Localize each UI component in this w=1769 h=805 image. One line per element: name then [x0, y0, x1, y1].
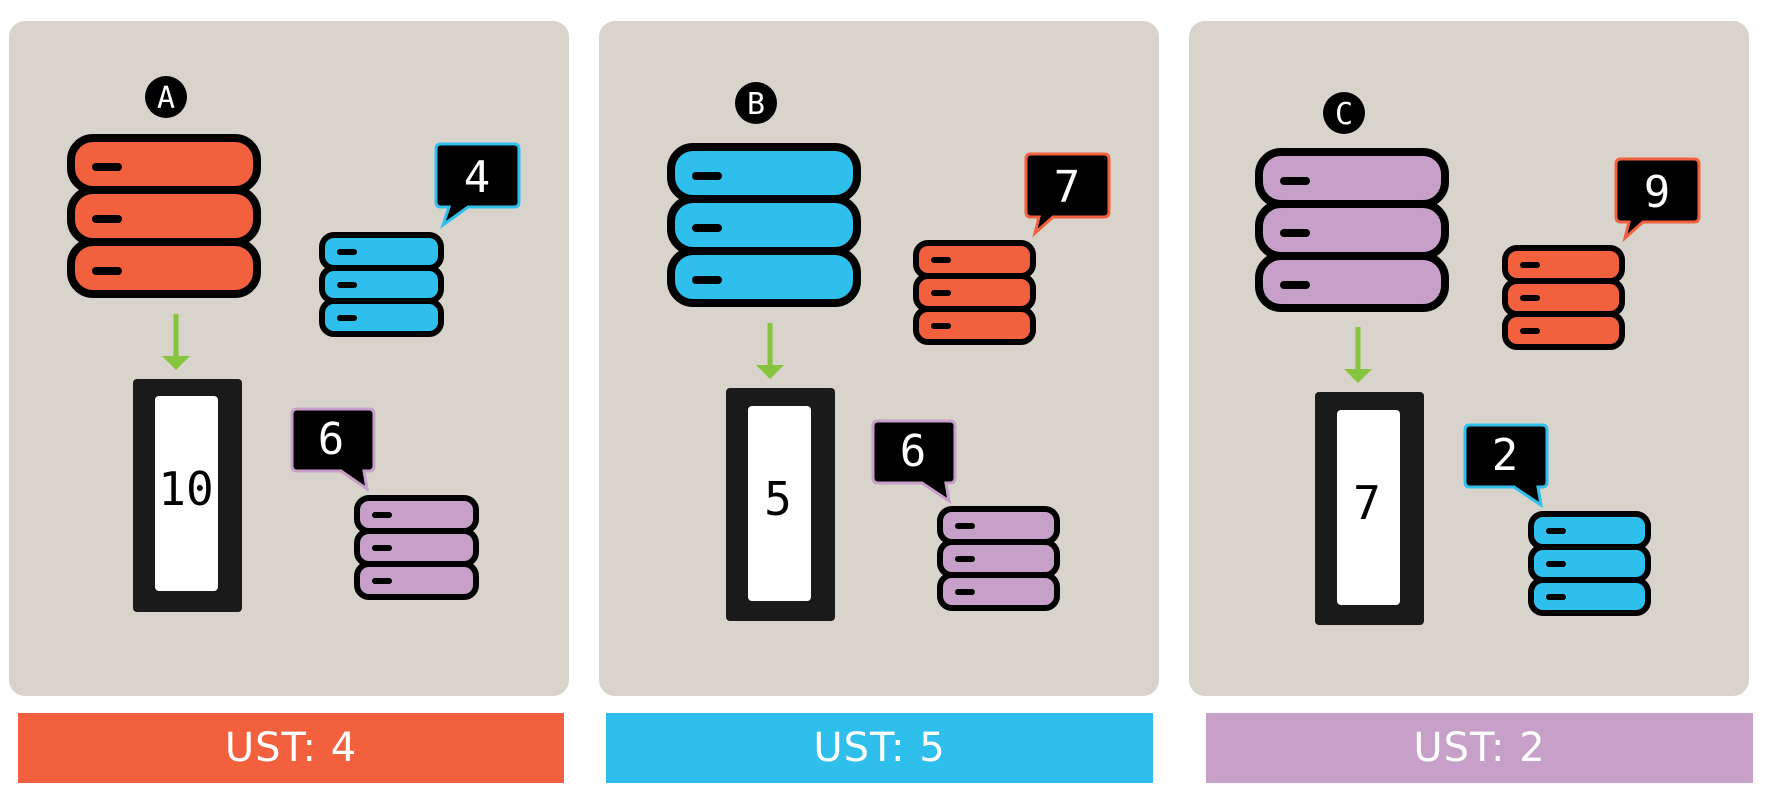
count-bubble-2: 2 [1463, 423, 1549, 509]
count-bubble-1: 9 [1614, 157, 1701, 243]
bubble-1-value: 7 [1054, 162, 1081, 213]
bubble-2-value: 2 [1492, 430, 1519, 481]
ust-label-c: UST: 2 [1206, 713, 1753, 783]
phone-icon: 7 [1315, 392, 1424, 625]
small-server-icon-1 [1502, 245, 1625, 350]
bubble-1-value: 4 [464, 152, 491, 203]
marker-badge-c: C [1323, 92, 1365, 134]
main-server-icon [667, 143, 861, 307]
phone-icon: 5 [726, 388, 835, 621]
main-server-icon [67, 134, 261, 298]
phone-value: 5 [764, 472, 792, 526]
ust-label-a: UST: 4 [18, 713, 564, 783]
marker-badge-b: B [735, 82, 777, 124]
panel-c: C 7 9 [1189, 21, 1749, 696]
count-bubble-2: 6 [290, 407, 376, 493]
phone-value: 7 [1353, 476, 1381, 530]
small-server-icon-1 [913, 240, 1036, 345]
down-arrow-icon [756, 323, 784, 379]
small-server-icon-2 [354, 495, 479, 600]
panel-a: A 10 4 [9, 21, 569, 696]
bubble-2-value: 6 [900, 426, 927, 477]
panel-a-diagram: A 10 4 [67, 76, 521, 612]
phone-value: 10 [158, 462, 213, 516]
marker-badge-a: A [145, 76, 187, 118]
panel-b: B 5 7 [599, 21, 1159, 696]
marker-label-c: C [1335, 97, 1353, 132]
marker-label-b: B [747, 87, 765, 122]
phone-icon: 10 [133, 379, 242, 612]
small-server-icon-2 [1528, 511, 1651, 616]
count-bubble-1: 4 [434, 142, 521, 229]
down-arrow-icon [1344, 327, 1372, 383]
small-server-icon-2 [937, 506, 1060, 611]
small-server-icon-1 [319, 232, 444, 337]
count-bubble-2: 6 [871, 419, 957, 505]
ust-label-b: UST: 5 [606, 713, 1153, 783]
bubble-2-value: 6 [318, 414, 345, 465]
down-arrow-icon [162, 314, 190, 370]
bubble-1-value: 9 [1644, 167, 1671, 218]
panel-c-diagram: C 7 9 [1255, 92, 1701, 625]
panel-b-diagram: B 5 7 [667, 82, 1111, 621]
main-server-icon [1255, 148, 1449, 312]
count-bubble-1: 7 [1024, 152, 1111, 238]
marker-label-a: A [157, 81, 175, 116]
